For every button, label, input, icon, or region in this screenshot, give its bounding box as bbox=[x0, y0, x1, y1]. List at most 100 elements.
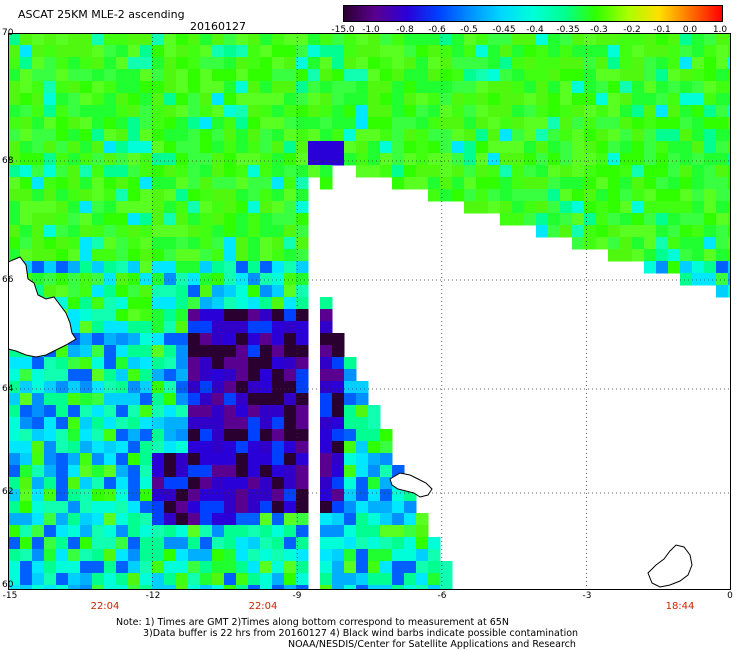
data-cell bbox=[236, 309, 249, 322]
data-cell bbox=[236, 501, 249, 514]
data-cell bbox=[104, 93, 117, 106]
data-cell bbox=[692, 129, 705, 142]
data-cell bbox=[128, 453, 141, 466]
data-cell bbox=[92, 309, 105, 322]
data-cell bbox=[680, 129, 693, 142]
data-cell bbox=[236, 45, 249, 58]
data-cell bbox=[500, 69, 513, 82]
data-cell bbox=[140, 429, 153, 442]
data-cell bbox=[284, 309, 297, 322]
data-cell bbox=[116, 333, 129, 346]
data-cell bbox=[296, 357, 309, 370]
data-cell bbox=[716, 33, 729, 46]
data-cell bbox=[116, 453, 129, 466]
data-cell bbox=[344, 465, 357, 478]
data-cell bbox=[128, 501, 141, 514]
data-cell bbox=[68, 273, 81, 286]
colorbar-label: -0.3 bbox=[590, 25, 608, 35]
data-cell bbox=[140, 453, 153, 466]
data-cell bbox=[368, 441, 381, 454]
data-cell bbox=[344, 477, 357, 490]
data-cell bbox=[344, 93, 357, 106]
data-cell bbox=[80, 357, 93, 370]
data-cell bbox=[224, 501, 237, 514]
data-cell bbox=[152, 57, 165, 70]
data-cell bbox=[728, 189, 731, 202]
data-cell bbox=[20, 201, 33, 214]
data-cell bbox=[164, 129, 177, 142]
data-cell bbox=[164, 357, 177, 370]
data-cell bbox=[56, 45, 69, 58]
data-cell bbox=[104, 129, 117, 142]
data-cell bbox=[32, 585, 45, 590]
data-cell bbox=[380, 57, 393, 70]
data-cell bbox=[140, 549, 153, 562]
data-cell bbox=[572, 117, 585, 130]
data-cell bbox=[296, 453, 309, 466]
data-cell bbox=[548, 33, 561, 46]
data-cell bbox=[80, 261, 93, 274]
data-cell bbox=[248, 33, 261, 46]
data-cell bbox=[368, 429, 381, 442]
data-cell bbox=[488, 177, 501, 190]
data-cell bbox=[152, 249, 165, 262]
data-cell bbox=[272, 177, 285, 190]
data-cell bbox=[272, 465, 285, 478]
data-cell bbox=[272, 525, 285, 538]
data-cell bbox=[284, 189, 297, 202]
data-cell bbox=[44, 141, 57, 154]
data-cell bbox=[44, 561, 57, 574]
data-cell bbox=[68, 345, 81, 358]
data-cell bbox=[692, 153, 705, 166]
data-cell bbox=[284, 489, 297, 502]
lat-label: 70 bbox=[2, 28, 14, 38]
data-cell bbox=[500, 81, 513, 94]
data-cell bbox=[140, 573, 153, 586]
data-cell bbox=[116, 321, 129, 334]
data-cell bbox=[92, 285, 105, 298]
data-cell bbox=[260, 297, 273, 310]
data-cell bbox=[104, 489, 117, 502]
data-cell bbox=[680, 141, 693, 154]
data-cell bbox=[80, 45, 93, 58]
data-cell bbox=[140, 489, 153, 502]
data-cell bbox=[200, 165, 213, 178]
data-cell bbox=[212, 297, 225, 310]
data-cell bbox=[368, 117, 381, 130]
data-cell bbox=[548, 177, 561, 190]
data-cell bbox=[236, 117, 249, 130]
data-cell bbox=[464, 177, 477, 190]
data-cell bbox=[296, 513, 309, 526]
data-cell bbox=[596, 33, 609, 46]
data-cell bbox=[428, 537, 441, 550]
data-cell bbox=[176, 117, 189, 130]
data-cell bbox=[224, 165, 237, 178]
data-cell bbox=[224, 261, 237, 274]
data-cell bbox=[260, 93, 273, 106]
data-cell bbox=[656, 249, 669, 262]
data-cell bbox=[464, 81, 477, 94]
data-cell bbox=[176, 153, 189, 166]
data-cell bbox=[404, 141, 417, 154]
data-cell bbox=[416, 45, 429, 58]
data-cell bbox=[104, 525, 117, 538]
data-cell bbox=[56, 381, 69, 394]
data-cell bbox=[56, 417, 69, 430]
data-cell bbox=[464, 105, 477, 118]
data-cell bbox=[560, 141, 573, 154]
data-cell bbox=[164, 33, 177, 46]
data-cell bbox=[236, 285, 249, 298]
data-cell bbox=[116, 501, 129, 514]
data-cell bbox=[128, 417, 141, 430]
data-cell bbox=[572, 165, 585, 178]
data-cell bbox=[560, 117, 573, 130]
data-cell bbox=[140, 45, 153, 58]
pass-time-label: 22:04 bbox=[90, 601, 120, 612]
data-cell bbox=[320, 477, 333, 490]
data-cell bbox=[536, 177, 549, 190]
data-cell bbox=[236, 261, 249, 274]
data-cell bbox=[68, 309, 81, 322]
data-cell bbox=[44, 369, 57, 382]
data-cell bbox=[632, 153, 645, 166]
data-cell bbox=[668, 153, 681, 166]
